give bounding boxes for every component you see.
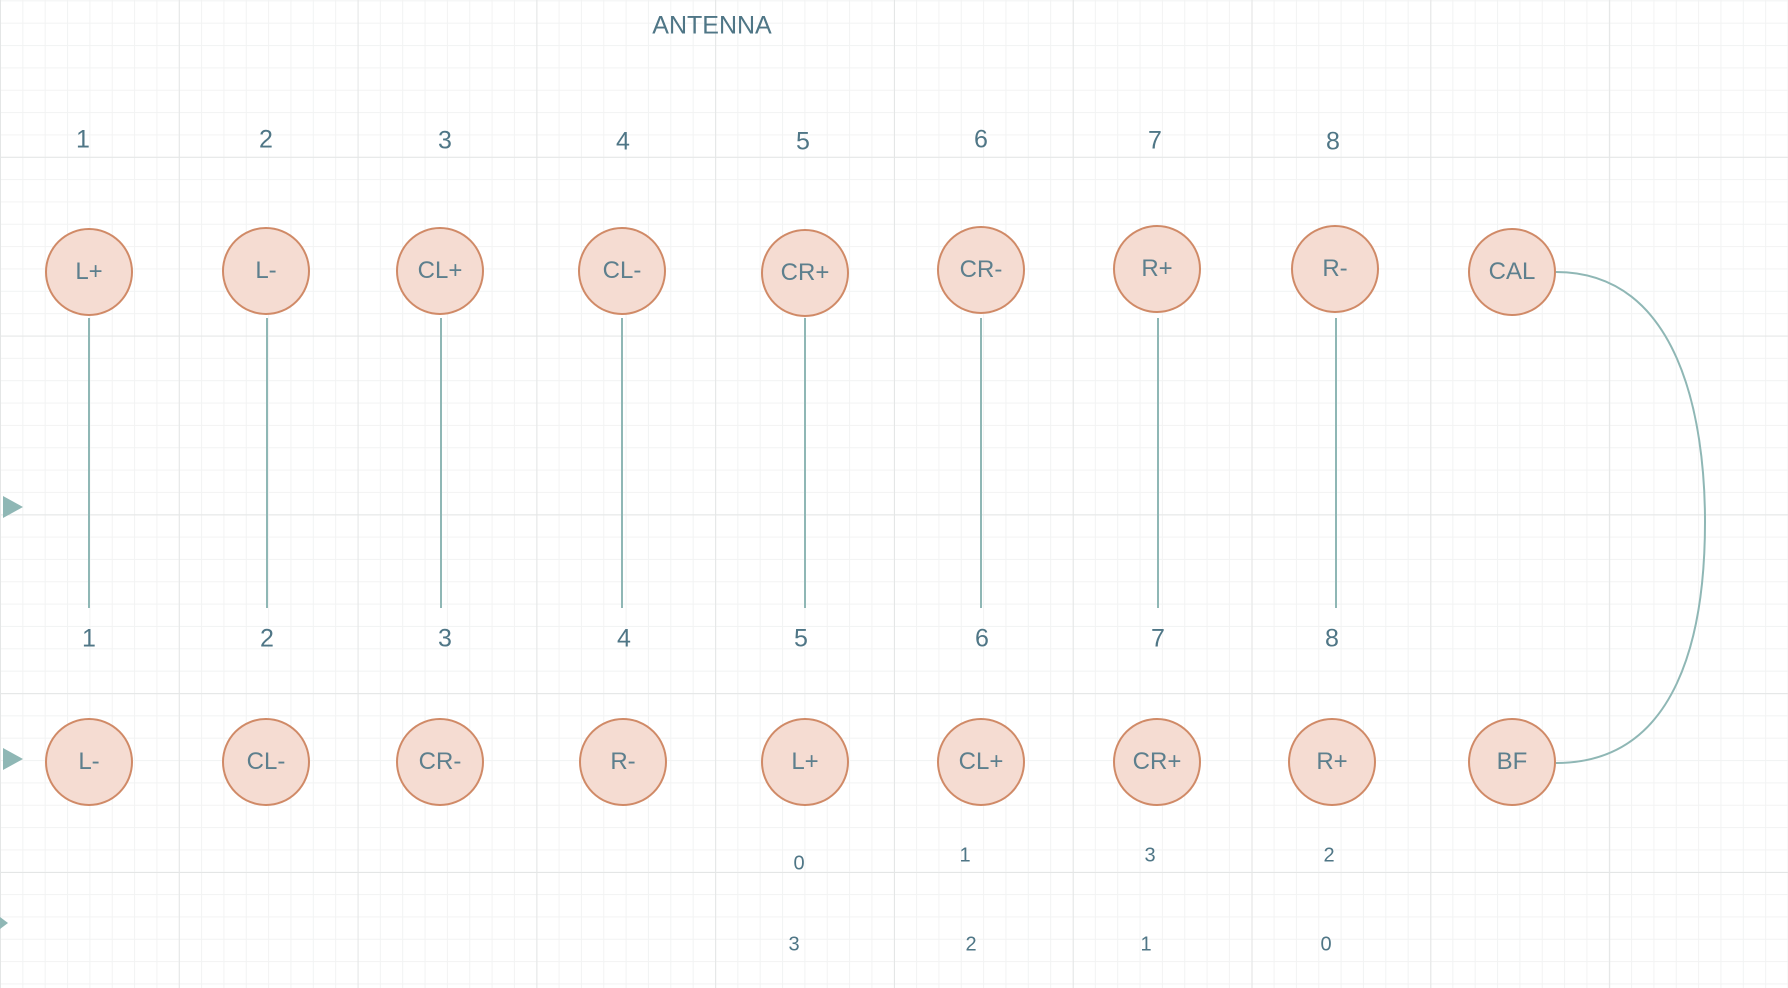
bottom-node[interactable]: CR+ [1113,718,1201,806]
bottom-pin-number: 3 [438,624,452,653]
bottom-node[interactable]: R- [579,718,667,806]
top-node[interactable]: R- [1291,225,1379,313]
bottom-node[interactable]: L+ [761,718,849,806]
bottom-node[interactable]: CR- [396,718,484,806]
index-row-2-value: 3 [788,933,800,956]
top-node[interactable]: CL+ [396,227,484,315]
connector-arrow-icon[interactable] [0,917,8,929]
top-pin-number: 5 [796,127,810,156]
top-pin-number: 7 [1148,126,1162,155]
top-node[interactable]: L+ [45,228,133,316]
index-row-2-value: 1 [1140,933,1152,956]
top-pin-number: 1 [76,125,90,154]
top-node[interactable]: L- [222,227,310,315]
connector-arrow-icon[interactable] [3,748,23,770]
index-row-2-value: 0 [1320,933,1332,956]
cal-node[interactable]: CAL [1468,228,1556,316]
top-pin-number: 6 [974,125,988,154]
bottom-pin-number: 7 [1151,624,1165,653]
top-pin-number: 8 [1326,127,1340,156]
bottom-node[interactable]: R+ [1288,718,1376,806]
bottom-pin-number: 5 [794,624,808,653]
bf-node[interactable]: BF [1468,718,1556,806]
bottom-node[interactable]: L- [45,718,133,806]
index-row-1-value: 0 [793,852,805,875]
bottom-pin-number: 8 [1325,624,1339,653]
top-node[interactable]: R+ [1113,225,1201,313]
connector-arrow-icon[interactable] [3,496,23,518]
top-pin-number: 2 [259,125,273,154]
index-row-1-value: 1 [959,844,971,867]
bottom-pin-number: 2 [260,624,274,653]
top-node[interactable]: CR- [937,226,1025,314]
diagram-title: ANTENNA [652,11,772,40]
bottom-node[interactable]: CL+ [937,718,1025,806]
wire-cal-to-bf[interactable] [1555,271,1707,764]
index-row-1-value: 2 [1323,844,1335,867]
index-row-2-value: 2 [965,933,977,956]
top-node[interactable]: CL- [578,227,666,315]
bottom-node[interactable]: CL- [222,718,310,806]
top-node[interactable]: CR+ [761,229,849,317]
bottom-pin-number: 4 [617,624,631,653]
top-pin-number: 3 [438,126,452,155]
bottom-pin-number: 1 [82,624,96,653]
top-pin-number: 4 [616,127,630,156]
index-row-1-value: 3 [1144,844,1156,867]
bottom-pin-number: 6 [975,624,989,653]
